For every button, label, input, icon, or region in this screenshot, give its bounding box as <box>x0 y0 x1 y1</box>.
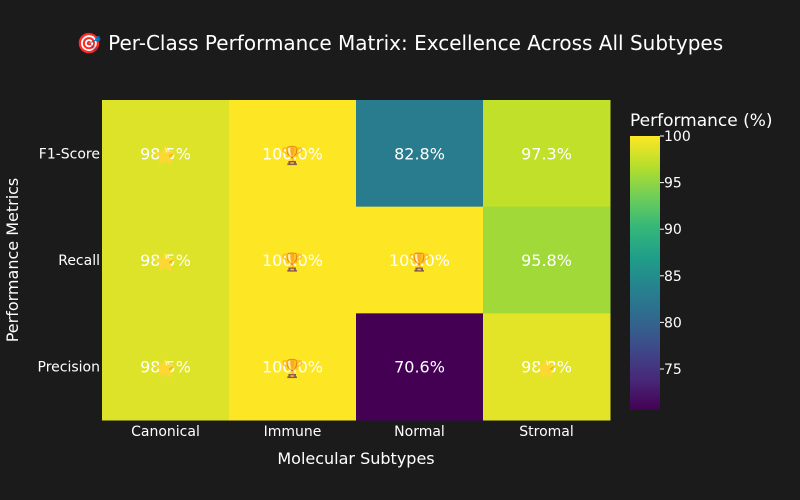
heatmap-cell <box>356 206 484 314</box>
x-tick-label: Stromal <box>519 424 574 440</box>
cell-value-label: 98.5% <box>140 358 191 377</box>
x-tick-label: Canonical <box>131 424 200 440</box>
cell-value-label: 98.5% <box>140 251 191 270</box>
colorbar-title: Performance (%) <box>630 111 773 131</box>
cell-value-label: 100.0% <box>389 251 450 270</box>
heatmap-cells <box>102 100 611 421</box>
cell-value-label: 70.6% <box>394 358 445 377</box>
colorbar-tick-label: 95 <box>664 176 682 192</box>
colorbar-tick-label: 85 <box>664 269 682 285</box>
trophy-icon: 🏆 <box>281 358 303 380</box>
colorbar-ticks: 75 80 85 90 95 100 <box>660 129 691 378</box>
heatmap-cell <box>356 100 484 208</box>
heatmap-cell <box>229 206 357 314</box>
x-axis-title: Molecular Subtypes <box>277 449 434 468</box>
cell-value-label: 100.0% <box>262 144 323 163</box>
cell-value-label: 100.0% <box>262 251 323 270</box>
y-tick-label: F1-Score <box>39 146 100 162</box>
heatmap-cell <box>356 313 484 421</box>
cell-value-label: 95.8% <box>521 251 572 270</box>
heatmap-cell <box>229 313 357 421</box>
heatmap-cell <box>102 100 230 208</box>
colorbar-tick-label: 75 <box>664 362 682 378</box>
cell-value-label: 82.8% <box>394 144 445 163</box>
star-icon: ⭐ <box>154 251 176 273</box>
cell-value-label: 98.8% <box>521 358 572 377</box>
heatmap-cell <box>483 100 611 208</box>
trophy-icon: 🏆 <box>281 251 303 273</box>
star-icon: ⭐ <box>154 144 176 166</box>
colorbar-tick-label: 100 <box>664 129 691 145</box>
heatmap-cell <box>483 206 611 314</box>
star-icon: ⭐ <box>535 358 557 380</box>
y-axis-title: Performance Metrics <box>3 178 22 343</box>
x-tick-label: Normal <box>394 424 445 440</box>
y-tick-labels: F1-Score Recall Precision <box>38 146 100 375</box>
colorbar-tick-label: 90 <box>664 222 682 238</box>
trophy-icon: 🏆 <box>281 144 303 166</box>
star-icon: ⭐ <box>154 358 176 380</box>
heatmap-cell <box>102 206 230 314</box>
x-tick-label: Immune <box>264 424 322 440</box>
cell-value-label: 98.5% <box>140 144 191 163</box>
trophy-icon: 🏆 <box>408 251 430 273</box>
colorbar <box>630 136 660 410</box>
cell-value-label: 100.0% <box>262 358 323 377</box>
chart-title: 🎯 Per-Class Performance Matrix: Excellen… <box>77 31 723 55</box>
y-tick-label: Precision <box>38 360 100 376</box>
heatmap-cell <box>102 313 230 421</box>
colorbar-tick-label: 80 <box>664 315 682 331</box>
cell-value-label: 97.3% <box>521 144 572 163</box>
x-tick-labels: Canonical Immune Normal Stromal <box>131 424 574 440</box>
y-tick-label: Recall <box>58 253 100 269</box>
heatmap-cell <box>483 313 611 421</box>
heatmap-cell-labels: 98.5%⭐ 100.0%🏆 82.8% 97.3%98.5%⭐ 100.0%🏆 100.… <box>140 144 572 379</box>
heatmap-cell <box>229 100 357 208</box>
